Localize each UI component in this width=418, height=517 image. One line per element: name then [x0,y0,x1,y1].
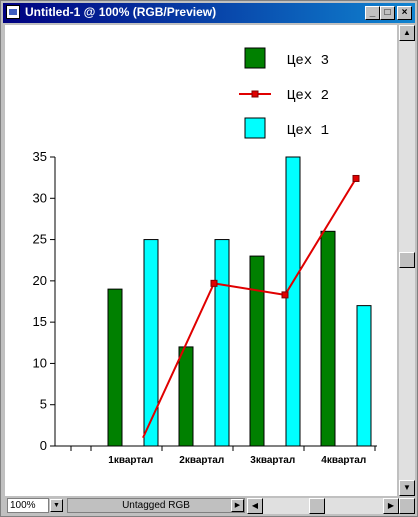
y-tick-label: 20 [33,273,47,288]
scroll-down-arrow-icon[interactable]: ▼ [399,480,415,496]
y-tick-label: 30 [33,190,47,205]
line-point-series-2 [281,291,289,299]
y-tick-label: 0 [40,438,47,453]
y-tick-label: 15 [33,314,47,329]
zoom-dropdown-arrow-icon[interactable]: ▼ [50,499,63,512]
profile-dropdown-arrow-icon[interactable]: ▶ [231,499,244,512]
color-profile-field[interactable]: Untagged RGB [67,498,245,513]
y-tick-label: 35 [33,149,47,164]
resize-grip-icon[interactable] [399,498,415,514]
x-category-label: 3квартал [250,455,295,466]
close-button[interactable]: × [397,6,412,20]
x-category-label: 2квартал [179,455,224,466]
bar-series-3 [249,255,265,447]
legend-label: Цех 1 [287,123,329,139]
zoom-field[interactable]: 100% [7,498,49,513]
scroll-right-arrow-icon[interactable]: ▶ [383,498,399,514]
bar-series-3 [107,288,123,447]
vertical-scrollbar[interactable]: ▲ ▼ [399,25,415,496]
chart: 0 5 10 15 20 25 30 35 1квартал 2квартал 3квартал 4к… [33,47,377,466]
bar-series-1 [143,239,159,447]
bar-series-1 [356,305,372,447]
document-icon[interactable] [6,5,20,19]
scroll-up-arrow-icon[interactable]: ▲ [399,25,415,41]
bar-series-3 [320,230,336,447]
y-tick-label: 25 [33,232,47,247]
minimize-button[interactable]: _ [365,6,380,20]
title-bar[interactable]: Untitled-1 @ 100% (RGB/Preview) _ □ × [3,3,415,23]
maximize-button[interactable]: □ [380,6,395,20]
y-tick-label: 10 [33,355,47,370]
bar-series-1 [214,239,230,447]
legend-swatch [244,47,266,69]
x-category-label: 4квартал [321,455,366,466]
color-profile-label: Untagged RGB [122,500,190,511]
line-point-series-2 [352,174,360,182]
bar-series-1 [285,156,301,447]
window-title: Untitled-1 @ 100% (RGB/Preview) [25,5,217,19]
legend-label: Цех 3 [287,53,329,69]
legend-label: Цех 2 [287,88,329,104]
status-bar: 100% ▼ Untagged RGB ▶ ◀ ▶ [3,497,415,515]
legend-swatch [244,117,266,139]
bar-series-3 [178,346,194,447]
horizontal-scrollbar[interactable]: ◀ ▶ [247,498,415,514]
document-canvas[interactable]: 0 5 10 15 20 25 30 35 1квартал 2квартал 3квартал 4к… [5,25,397,496]
line-point-series-2 [210,279,218,287]
line-series-2 [142,177,357,439]
legend-marker [251,90,259,98]
horizontal-scroll-thumb[interactable] [309,498,325,514]
vertical-scroll-thumb[interactable] [399,252,415,268]
scroll-left-arrow-icon[interactable]: ◀ [247,498,263,514]
y-tick-label: 5 [40,397,47,412]
x-category-label: 1квартал [108,455,153,466]
